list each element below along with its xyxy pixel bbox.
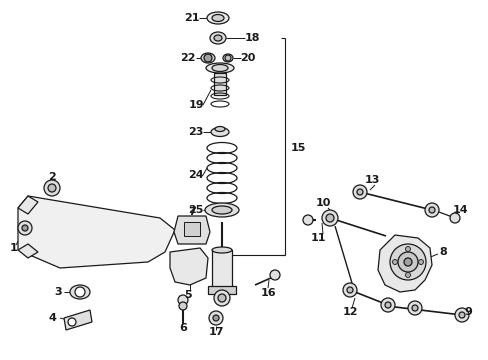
Circle shape bbox=[405, 247, 409, 252]
Circle shape bbox=[321, 210, 337, 226]
Circle shape bbox=[346, 287, 352, 293]
Bar bbox=[212, 250, 231, 288]
Text: 25: 25 bbox=[188, 205, 203, 215]
Ellipse shape bbox=[214, 35, 222, 41]
Text: 17: 17 bbox=[208, 327, 224, 337]
Ellipse shape bbox=[212, 206, 231, 214]
Text: 14: 14 bbox=[451, 205, 467, 215]
Circle shape bbox=[392, 260, 397, 265]
Polygon shape bbox=[18, 196, 38, 214]
Circle shape bbox=[22, 225, 28, 231]
Polygon shape bbox=[18, 244, 38, 258]
Text: 22: 22 bbox=[180, 53, 195, 63]
Circle shape bbox=[352, 185, 366, 199]
Ellipse shape bbox=[212, 247, 231, 253]
Circle shape bbox=[424, 203, 438, 217]
Bar bbox=[183, 222, 200, 236]
Circle shape bbox=[224, 55, 230, 61]
Circle shape bbox=[303, 215, 312, 225]
Text: 19: 19 bbox=[188, 100, 203, 110]
Ellipse shape bbox=[201, 53, 215, 63]
Circle shape bbox=[68, 318, 76, 326]
Ellipse shape bbox=[210, 127, 228, 136]
Circle shape bbox=[44, 180, 60, 196]
Text: 12: 12 bbox=[342, 307, 357, 317]
Circle shape bbox=[356, 189, 362, 195]
Circle shape bbox=[397, 252, 417, 272]
Text: 15: 15 bbox=[290, 143, 305, 153]
Circle shape bbox=[384, 302, 390, 308]
Text: 7: 7 bbox=[188, 207, 196, 217]
Bar bbox=[214, 73, 225, 95]
Text: 24: 24 bbox=[188, 170, 203, 180]
Circle shape bbox=[218, 294, 225, 302]
Text: 6: 6 bbox=[179, 323, 186, 333]
Text: 20: 20 bbox=[240, 53, 255, 63]
Polygon shape bbox=[377, 235, 431, 292]
Circle shape bbox=[342, 283, 356, 297]
Ellipse shape bbox=[205, 63, 234, 73]
Circle shape bbox=[389, 244, 425, 280]
Ellipse shape bbox=[212, 64, 227, 72]
Circle shape bbox=[203, 54, 212, 62]
Ellipse shape bbox=[223, 54, 232, 62]
Circle shape bbox=[403, 258, 411, 266]
Circle shape bbox=[208, 311, 223, 325]
Circle shape bbox=[411, 305, 417, 311]
Circle shape bbox=[449, 213, 459, 223]
Circle shape bbox=[178, 295, 187, 305]
Ellipse shape bbox=[204, 203, 239, 217]
Circle shape bbox=[213, 315, 219, 321]
Circle shape bbox=[418, 260, 423, 265]
Polygon shape bbox=[18, 196, 175, 268]
Text: 8: 8 bbox=[438, 247, 446, 257]
Circle shape bbox=[454, 308, 468, 322]
Circle shape bbox=[405, 273, 409, 278]
Text: 1: 1 bbox=[10, 243, 18, 253]
Text: 3: 3 bbox=[54, 287, 61, 297]
Text: 4: 4 bbox=[48, 313, 56, 323]
Text: 18: 18 bbox=[244, 33, 259, 43]
Text: 10: 10 bbox=[315, 198, 330, 208]
Circle shape bbox=[269, 270, 280, 280]
Text: 2: 2 bbox=[48, 172, 56, 182]
Circle shape bbox=[325, 214, 333, 222]
Text: 13: 13 bbox=[364, 175, 379, 185]
Ellipse shape bbox=[70, 285, 90, 299]
Text: 21: 21 bbox=[184, 13, 199, 23]
Ellipse shape bbox=[215, 126, 224, 131]
Polygon shape bbox=[170, 248, 207, 285]
Circle shape bbox=[75, 287, 85, 297]
Polygon shape bbox=[64, 310, 92, 330]
Ellipse shape bbox=[209, 32, 225, 44]
Circle shape bbox=[18, 221, 32, 235]
Circle shape bbox=[407, 301, 421, 315]
Text: 23: 23 bbox=[188, 127, 203, 137]
Text: 9: 9 bbox=[463, 307, 471, 317]
Circle shape bbox=[428, 207, 434, 213]
Circle shape bbox=[48, 184, 56, 192]
Circle shape bbox=[214, 290, 229, 306]
Text: 5: 5 bbox=[184, 290, 191, 300]
Circle shape bbox=[179, 302, 186, 310]
Bar bbox=[207, 286, 236, 294]
Text: 11: 11 bbox=[309, 233, 325, 243]
Circle shape bbox=[380, 298, 394, 312]
Polygon shape bbox=[174, 216, 209, 244]
Text: 16: 16 bbox=[260, 288, 275, 298]
Ellipse shape bbox=[212, 14, 224, 22]
Circle shape bbox=[458, 312, 464, 318]
Ellipse shape bbox=[206, 12, 228, 24]
